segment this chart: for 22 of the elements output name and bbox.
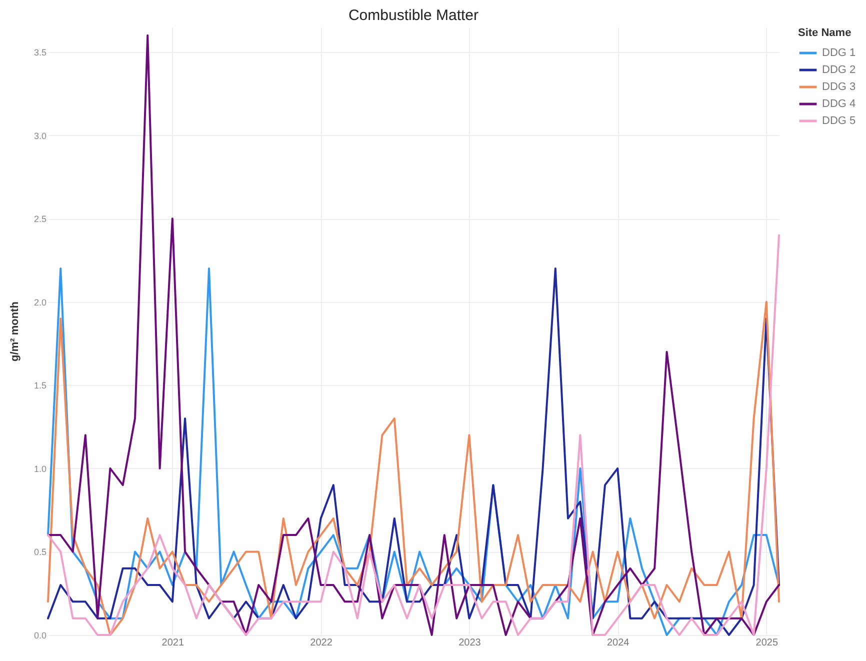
legend-label: DDG 3 <box>822 81 856 93</box>
legend-label: DDG 2 <box>822 64 856 76</box>
chart-title: Combustible Matter <box>348 7 479 24</box>
line-series <box>47 34 780 636</box>
y-axis-title: g/m² month <box>8 301 21 362</box>
x-tick-label: 2023 <box>458 638 482 648</box>
x-tick-label: 2022 <box>310 638 333 648</box>
legend-label: DDG 4 <box>822 98 856 110</box>
x-tick-label: 2025 <box>756 638 778 648</box>
y-tick-label: 0.0 <box>34 630 46 640</box>
y-tick-label: 1.5 <box>34 380 46 391</box>
legend-label: DDG 5 <box>822 115 856 127</box>
legend-title: Site Name <box>798 27 852 39</box>
y-tick-label: 2.5 <box>34 214 46 224</box>
y-tick-label: 3.0 <box>34 130 46 141</box>
y-tick-label: 2.0 <box>34 297 46 308</box>
y-tick-label: 3.5 <box>34 47 46 58</box>
legend-label: DDG 1 <box>822 47 856 59</box>
y-tick-label: 1.0 <box>34 464 46 474</box>
x-tick-label: 2021 <box>162 638 184 648</box>
y-tick-label: 0.5 <box>34 547 46 558</box>
x-tick-label: 2024 <box>606 638 630 648</box>
